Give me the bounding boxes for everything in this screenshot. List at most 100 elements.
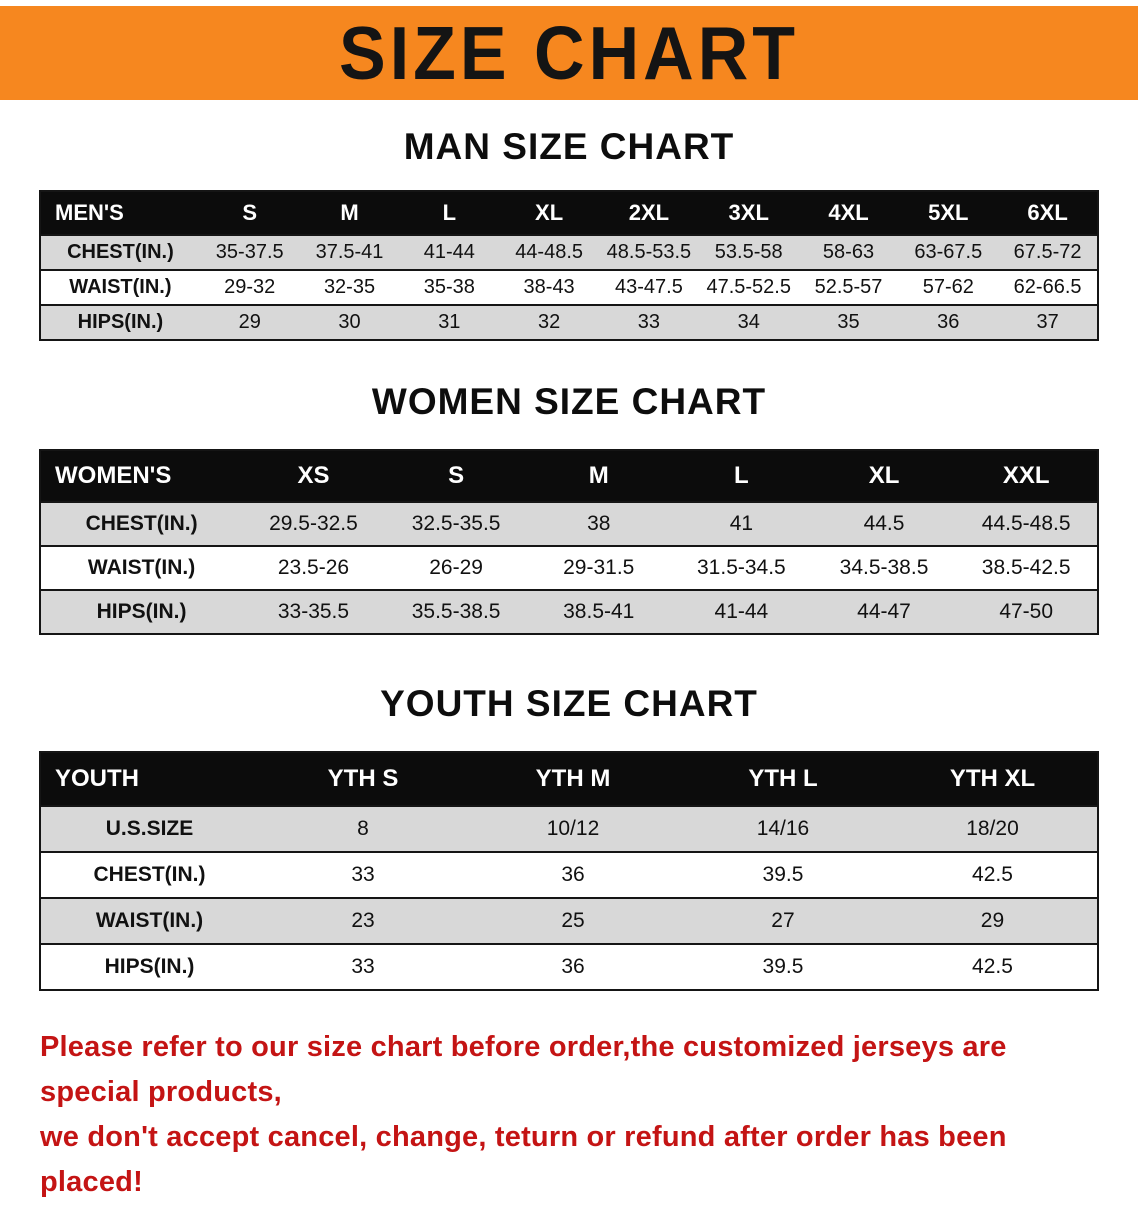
size-column-header: YTH XL xyxy=(887,751,1098,807)
table-row: HIPS(IN.) 33-35.5 35.5-38.5 38.5-41 41-44 44-… xyxy=(40,589,1098,634)
size-column-header: L xyxy=(399,190,500,236)
row-label: U.S.SIZE xyxy=(40,805,259,852)
size-value-cell: 36 xyxy=(898,304,999,340)
size-column-header: XS xyxy=(242,449,385,503)
size-value-cell: 18/20 xyxy=(887,805,1098,852)
size-value-cell: 30 xyxy=(299,304,400,340)
row-label: CHEST(IN.) xyxy=(40,234,200,270)
table-header-row: MEN'S S M L XL 2XL 3XL 4XL 5XL 6XL xyxy=(40,190,1098,236)
size-value-cell: 38 xyxy=(527,501,671,546)
size-value-cell: 8 xyxy=(258,805,468,852)
size-value-cell: 42.5 xyxy=(887,851,1098,898)
size-column-header: L xyxy=(670,449,813,503)
size-value-cell: 14/16 xyxy=(677,805,888,852)
banner: SIZE CHART xyxy=(0,6,1138,100)
size-column-header: 2XL xyxy=(599,190,699,236)
size-value-cell: 48.5-53.5 xyxy=(599,234,699,270)
table-header-row: YOUTH YTH S YTH M YTH L YTH XL xyxy=(40,751,1098,807)
row-label: HIPS(IN.) xyxy=(40,304,200,340)
size-column-header: 4XL xyxy=(798,190,899,236)
size-value-cell: 53.5-58 xyxy=(698,234,799,270)
row-label: HIPS(IN.) xyxy=(40,589,243,634)
row-label: WAIST(IN.) xyxy=(40,897,259,944)
size-value-cell: 33 xyxy=(599,304,699,340)
size-value-cell: 43-47.5 xyxy=(599,269,699,305)
size-column-header: 3XL xyxy=(698,190,799,236)
size-value-cell: 33-35.5 xyxy=(242,589,385,634)
size-column-header: YTH L xyxy=(677,751,888,807)
table-row: WAIST(IN.) 23.5-26 26-29 29-31.5 31.5-34.5 34… xyxy=(40,545,1098,590)
table-row: HIPS(IN.) 33 36 39.5 42.5 xyxy=(40,943,1098,990)
size-value-cell: 35 xyxy=(798,304,899,340)
size-value-cell: 34 xyxy=(698,304,799,340)
row-label: WAIST(IN.) xyxy=(40,269,200,305)
size-value-cell: 23.5-26 xyxy=(242,545,385,590)
size-value-cell: 52.5-57 xyxy=(798,269,899,305)
men-size-section: MAN SIZE CHART MEN'S S M L XL 2XL 3XL 4XL 5XL 6XL… xyxy=(0,126,1138,341)
size-value-cell: 41-44 xyxy=(670,589,813,634)
table-row: CHEST(IN.) 35-37.5 37.5-41 41-44 44-48.5 48.5… xyxy=(40,234,1098,270)
size-value-cell: 44-47 xyxy=(812,589,956,634)
row-label: WAIST(IN.) xyxy=(40,545,243,590)
size-value-cell: 37.5-41 xyxy=(299,234,400,270)
size-value-cell: 63-67.5 xyxy=(898,234,999,270)
men-size-table: MEN'S S M L XL 2XL 3XL 4XL 5XL 6XL CHEST(IN.) 35-37… xyxy=(39,190,1099,341)
size-value-cell: 47.5-52.5 xyxy=(698,269,799,305)
size-value-cell: 57-62 xyxy=(898,269,999,305)
size-value-cell: 29.5-32.5 xyxy=(242,501,385,546)
size-value-cell: 41-44 xyxy=(399,234,500,270)
size-value-cell: 38.5-42.5 xyxy=(955,545,1098,590)
size-value-cell: 42.5 xyxy=(887,943,1098,990)
size-value-cell: 26-29 xyxy=(384,545,528,590)
footer-note: Please refer to our size chart before or… xyxy=(40,1025,1108,1205)
size-value-cell: 10/12 xyxy=(468,805,678,852)
section-heading-women: WOMEN SIZE CHART xyxy=(371,381,767,422)
size-value-cell: 36 xyxy=(468,943,678,990)
size-value-cell: 29 xyxy=(199,304,300,340)
size-value-cell: 29-31.5 xyxy=(527,545,671,590)
size-value-cell: 39.5 xyxy=(677,943,888,990)
size-value-cell: 33 xyxy=(258,943,468,990)
row-label: CHEST(IN.) xyxy=(40,851,259,898)
youth-size-section: YOUTH SIZE CHART YOUTH YTH S YTH M YTH L YTH… xyxy=(0,683,1138,991)
row-label: CHEST(IN.) xyxy=(40,501,243,546)
size-value-cell: 37 xyxy=(998,304,1098,340)
size-column-header: S xyxy=(199,190,300,236)
size-value-cell: 27 xyxy=(677,897,888,944)
size-column-header: 5XL xyxy=(898,190,999,236)
size-value-cell: 38.5-41 xyxy=(527,589,671,634)
size-column-header: YTH S xyxy=(258,751,468,807)
size-value-cell: 35.5-38.5 xyxy=(384,589,528,634)
footer-line-1: Please refer to our size chart before or… xyxy=(40,1031,1007,1108)
size-value-cell: 47-50 xyxy=(955,589,1098,634)
footer-line-2: we don't accept cancel, change, teturn o… xyxy=(40,1120,1007,1198)
table-row: WAIST(IN.) 23 25 27 29 xyxy=(40,897,1098,944)
page-title: SIZE CHART xyxy=(339,10,799,96)
size-column-header: M xyxy=(299,190,400,236)
section-heading-men: MAN SIZE CHART xyxy=(403,126,735,167)
size-value-cell: 36 xyxy=(468,851,678,898)
size-value-cell: 32-35 xyxy=(299,269,400,305)
size-value-cell: 35-38 xyxy=(399,269,500,305)
size-value-cell: 35-37.5 xyxy=(199,234,300,270)
size-column-header: YTH M xyxy=(468,751,678,807)
youth-size-table: YOUTH YTH S YTH M YTH L YTH XL U.S.SIZE 8 10/12… xyxy=(39,751,1099,991)
size-value-cell: 44.5-48.5 xyxy=(955,501,1098,546)
size-value-cell: 44.5 xyxy=(812,501,956,546)
size-value-cell: 33 xyxy=(258,851,468,898)
section-heading-youth: YOUTH SIZE CHART xyxy=(380,683,758,724)
size-value-cell: 31 xyxy=(399,304,500,340)
size-value-cell: 29-32 xyxy=(199,269,300,305)
table-title-cell: MEN'S xyxy=(40,190,200,236)
women-size-section: WOMEN SIZE CHART WOMEN'S XS S M L XL XXL CHEST(… xyxy=(0,381,1138,635)
size-value-cell: 62-66.5 xyxy=(998,269,1098,305)
table-row: WAIST(IN.) 29-32 32-35 35-38 38-43 43-47.5 47.… xyxy=(40,269,1098,305)
size-value-cell: 67.5-72 xyxy=(998,234,1098,270)
size-value-cell: 31.5-34.5 xyxy=(670,545,813,590)
table-row: HIPS(IN.) 29 30 31 32 33 34 35 36 37 xyxy=(40,304,1098,340)
size-value-cell: 29 xyxy=(887,897,1098,944)
size-column-header: M xyxy=(527,449,671,503)
size-column-header: XL xyxy=(812,449,956,503)
size-value-cell: 44-48.5 xyxy=(499,234,600,270)
